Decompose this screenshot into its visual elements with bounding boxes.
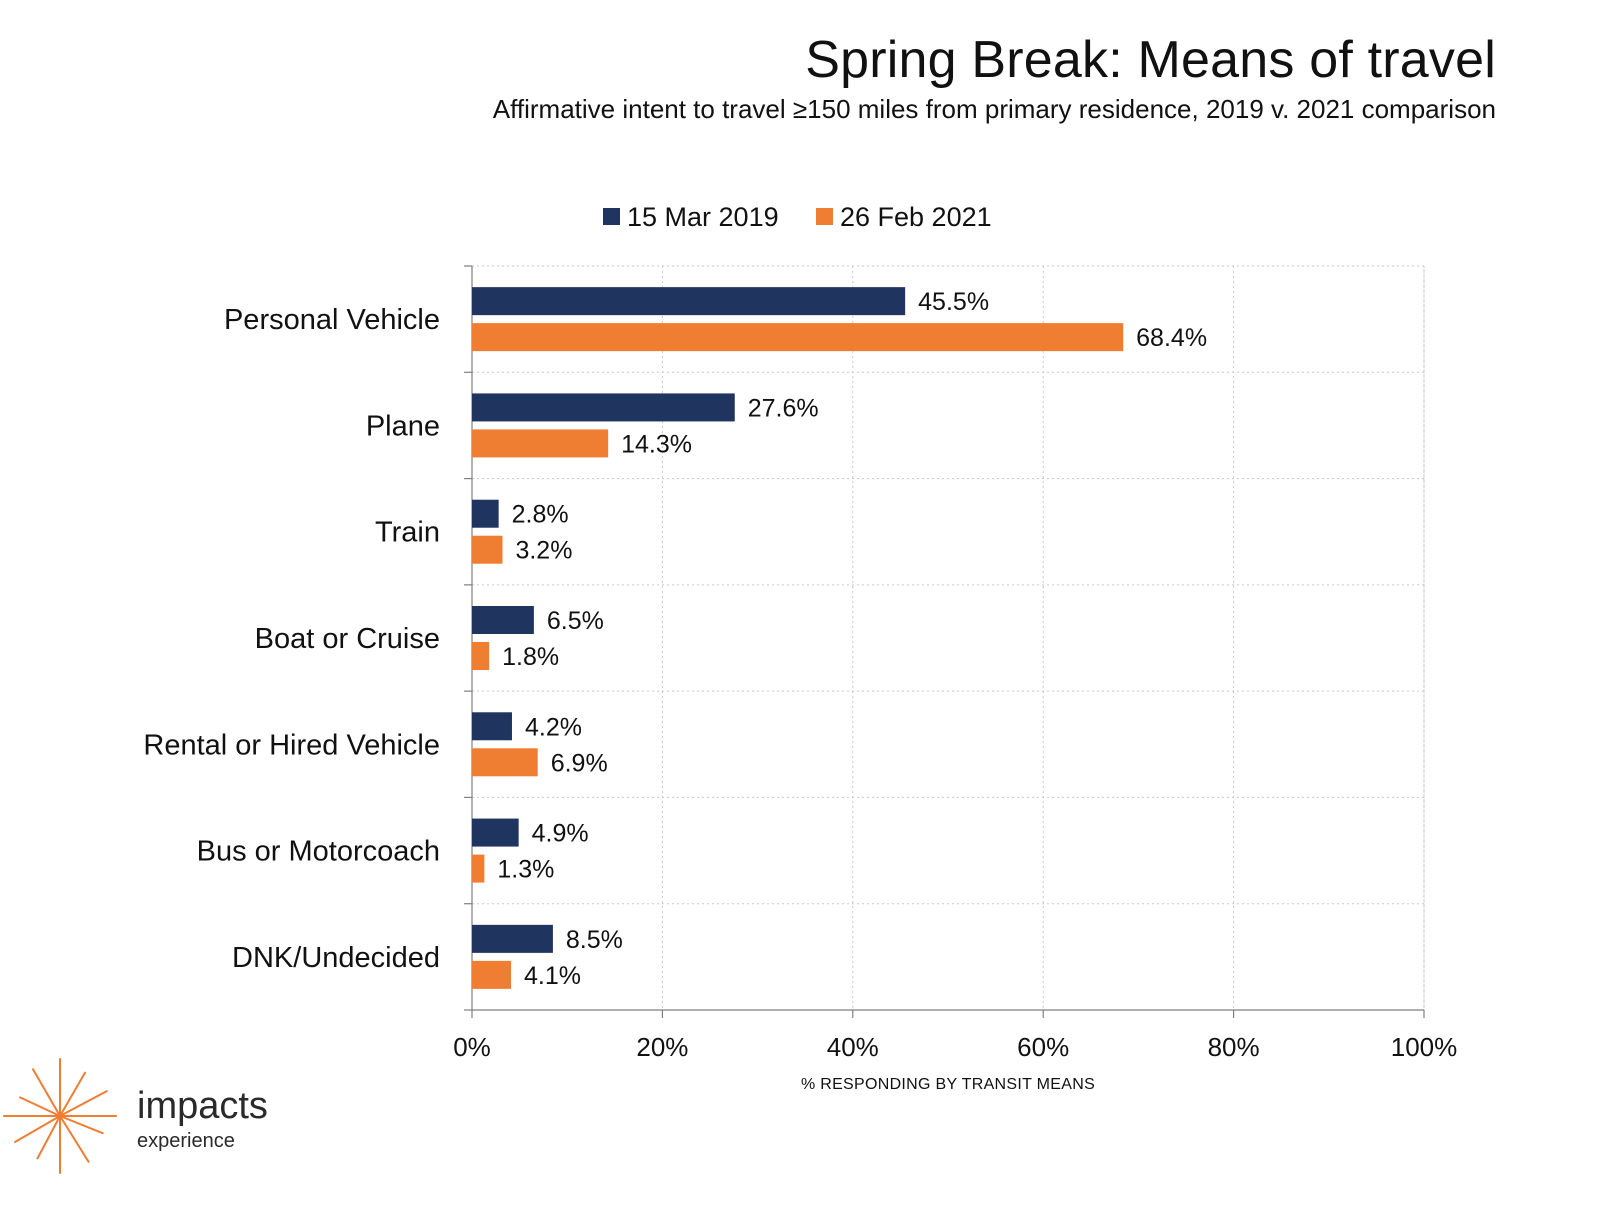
logo-ray xyxy=(59,1115,90,1163)
logo-ray xyxy=(59,1090,108,1117)
logo-ray xyxy=(32,1068,61,1117)
bar-2019 xyxy=(472,818,519,847)
data-label: 4.9% xyxy=(532,820,589,848)
category-label: Personal Vehicle xyxy=(224,304,440,336)
bar-2019 xyxy=(472,712,512,741)
data-label: 45.5% xyxy=(918,288,989,316)
category-label: Rental or Hired Vehicle xyxy=(143,729,440,761)
chart-subtitle: Affirmative intent to travel ≥150 miles … xyxy=(492,94,1496,124)
chart-title: Spring Break: Means of travel xyxy=(805,31,1496,89)
data-label: 8.5% xyxy=(566,926,623,954)
logo-ray xyxy=(14,1115,61,1143)
data-label: 1.3% xyxy=(497,856,554,884)
data-label: 2.8% xyxy=(512,501,569,529)
logo-ray xyxy=(59,1071,86,1117)
bar-2019 xyxy=(472,393,735,422)
bar-2019 xyxy=(472,287,906,316)
bar-2019 xyxy=(472,924,553,953)
data-label: 68.4% xyxy=(1136,324,1207,352)
bar-2019 xyxy=(472,499,499,528)
bar-2019 xyxy=(472,606,534,634)
bar-2021 xyxy=(472,323,1124,352)
data-label: 14.3% xyxy=(621,430,692,458)
x-tick-label: 0% xyxy=(453,1032,491,1062)
data-label: 4.1% xyxy=(524,962,581,990)
data-label: 27.6% xyxy=(748,394,819,422)
data-label: 6.9% xyxy=(551,749,608,777)
bar-2021 xyxy=(472,960,512,989)
legend-label: 26 Feb 2021 xyxy=(840,202,992,232)
brand-name: impacts xyxy=(137,1085,268,1127)
x-tick-label: 80% xyxy=(1208,1032,1260,1062)
x-tick-label: 60% xyxy=(1017,1032,1069,1062)
legend-label: 15 Mar 2019 xyxy=(627,202,779,232)
data-label: 4.2% xyxy=(525,713,582,741)
bar-2021 xyxy=(472,748,538,777)
logo-ray xyxy=(59,1115,104,1135)
x-axis-title: % RESPONDING BY TRANSIT MEANS xyxy=(801,1076,1095,1093)
data-label: 3.2% xyxy=(515,537,572,565)
bar-2021 xyxy=(472,854,485,883)
category-label: Bus or Motorcoach xyxy=(197,836,440,868)
legend-swatch xyxy=(816,208,833,225)
x-tick-label: 20% xyxy=(636,1032,688,1062)
x-tick-label: 100% xyxy=(1391,1032,1458,1062)
category-label: Plane xyxy=(366,410,440,442)
category-label: Boat or Cruise xyxy=(255,623,440,655)
bar-2021 xyxy=(472,642,490,670)
logo-ray xyxy=(19,1096,61,1117)
bar-2021 xyxy=(472,535,503,564)
brand-tagline: experience xyxy=(137,1130,235,1152)
logo-ray xyxy=(36,1115,61,1160)
plot-frame xyxy=(471,265,1425,1011)
category-label: Train xyxy=(375,517,440,549)
bar-2021 xyxy=(472,429,609,458)
data-label: 1.8% xyxy=(502,643,559,671)
starburst-logo-icon xyxy=(3,1058,117,1174)
x-tick-label: 40% xyxy=(827,1032,879,1062)
legend-swatch xyxy=(603,208,620,225)
category-label: DNK/Undecided xyxy=(232,942,440,974)
data-label: 6.5% xyxy=(547,607,604,635)
